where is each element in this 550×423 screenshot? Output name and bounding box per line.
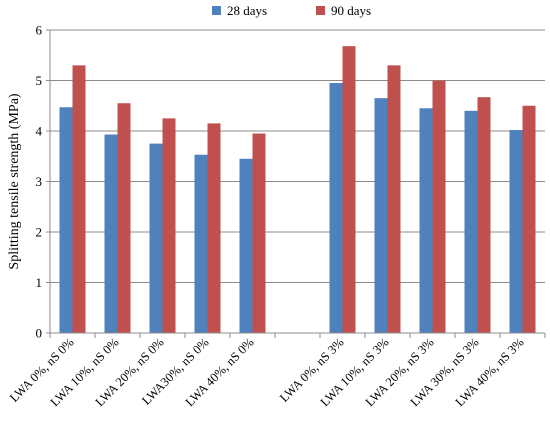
bar-28-days — [149, 143, 163, 333]
bar-28-days — [329, 83, 343, 334]
legend-swatch — [212, 6, 221, 15]
bar-90-days — [387, 65, 401, 333]
bar-90-days — [252, 133, 266, 333]
bar-28-days — [239, 158, 253, 333]
y-tick-label: 5 — [36, 73, 43, 88]
bar-90-days — [342, 46, 356, 333]
bar-90-days — [162, 118, 176, 333]
y-tick-label: 0 — [36, 326, 43, 341]
y-axis-title: Splitting tensile strength (MPa) — [7, 93, 22, 269]
legend-label: 28 days — [227, 3, 267, 18]
gridlines — [50, 29, 545, 334]
y-tick-labels: 0 1 2 3 4 5 6 — [36, 23, 43, 341]
legend-swatch — [316, 6, 325, 15]
bar-28-days — [104, 134, 118, 333]
bar-28-days — [464, 110, 478, 333]
bar-90-days — [117, 103, 131, 333]
bar-90-days — [432, 80, 446, 333]
bar-90-days — [522, 105, 536, 333]
y-tick-label: 3 — [36, 174, 43, 189]
bar-28-days — [194, 154, 208, 333]
y-tick-label: 2 — [36, 225, 43, 240]
y-tick-label: 1 — [36, 275, 43, 290]
legend-label: 90 days — [331, 3, 371, 18]
bar-28-days — [59, 107, 73, 333]
bar-90-days — [72, 65, 86, 333]
bar-90-days — [477, 97, 491, 333]
bars — [59, 46, 536, 334]
y-tick-label: 4 — [36, 124, 43, 139]
bar-28-days — [509, 129, 523, 333]
x-category-labels: LWA 0%, nS 0%LWA 10%, nS 0%LWA 20%, nS 0… — [7, 335, 527, 409]
y-tick-label: 6 — [36, 23, 43, 38]
bar-90-days — [207, 123, 221, 333]
legend: 28 days 90 days — [212, 3, 371, 18]
bar-28-days — [419, 108, 433, 334]
bar-28-days — [374, 98, 388, 333]
axes — [46, 29, 546, 338]
